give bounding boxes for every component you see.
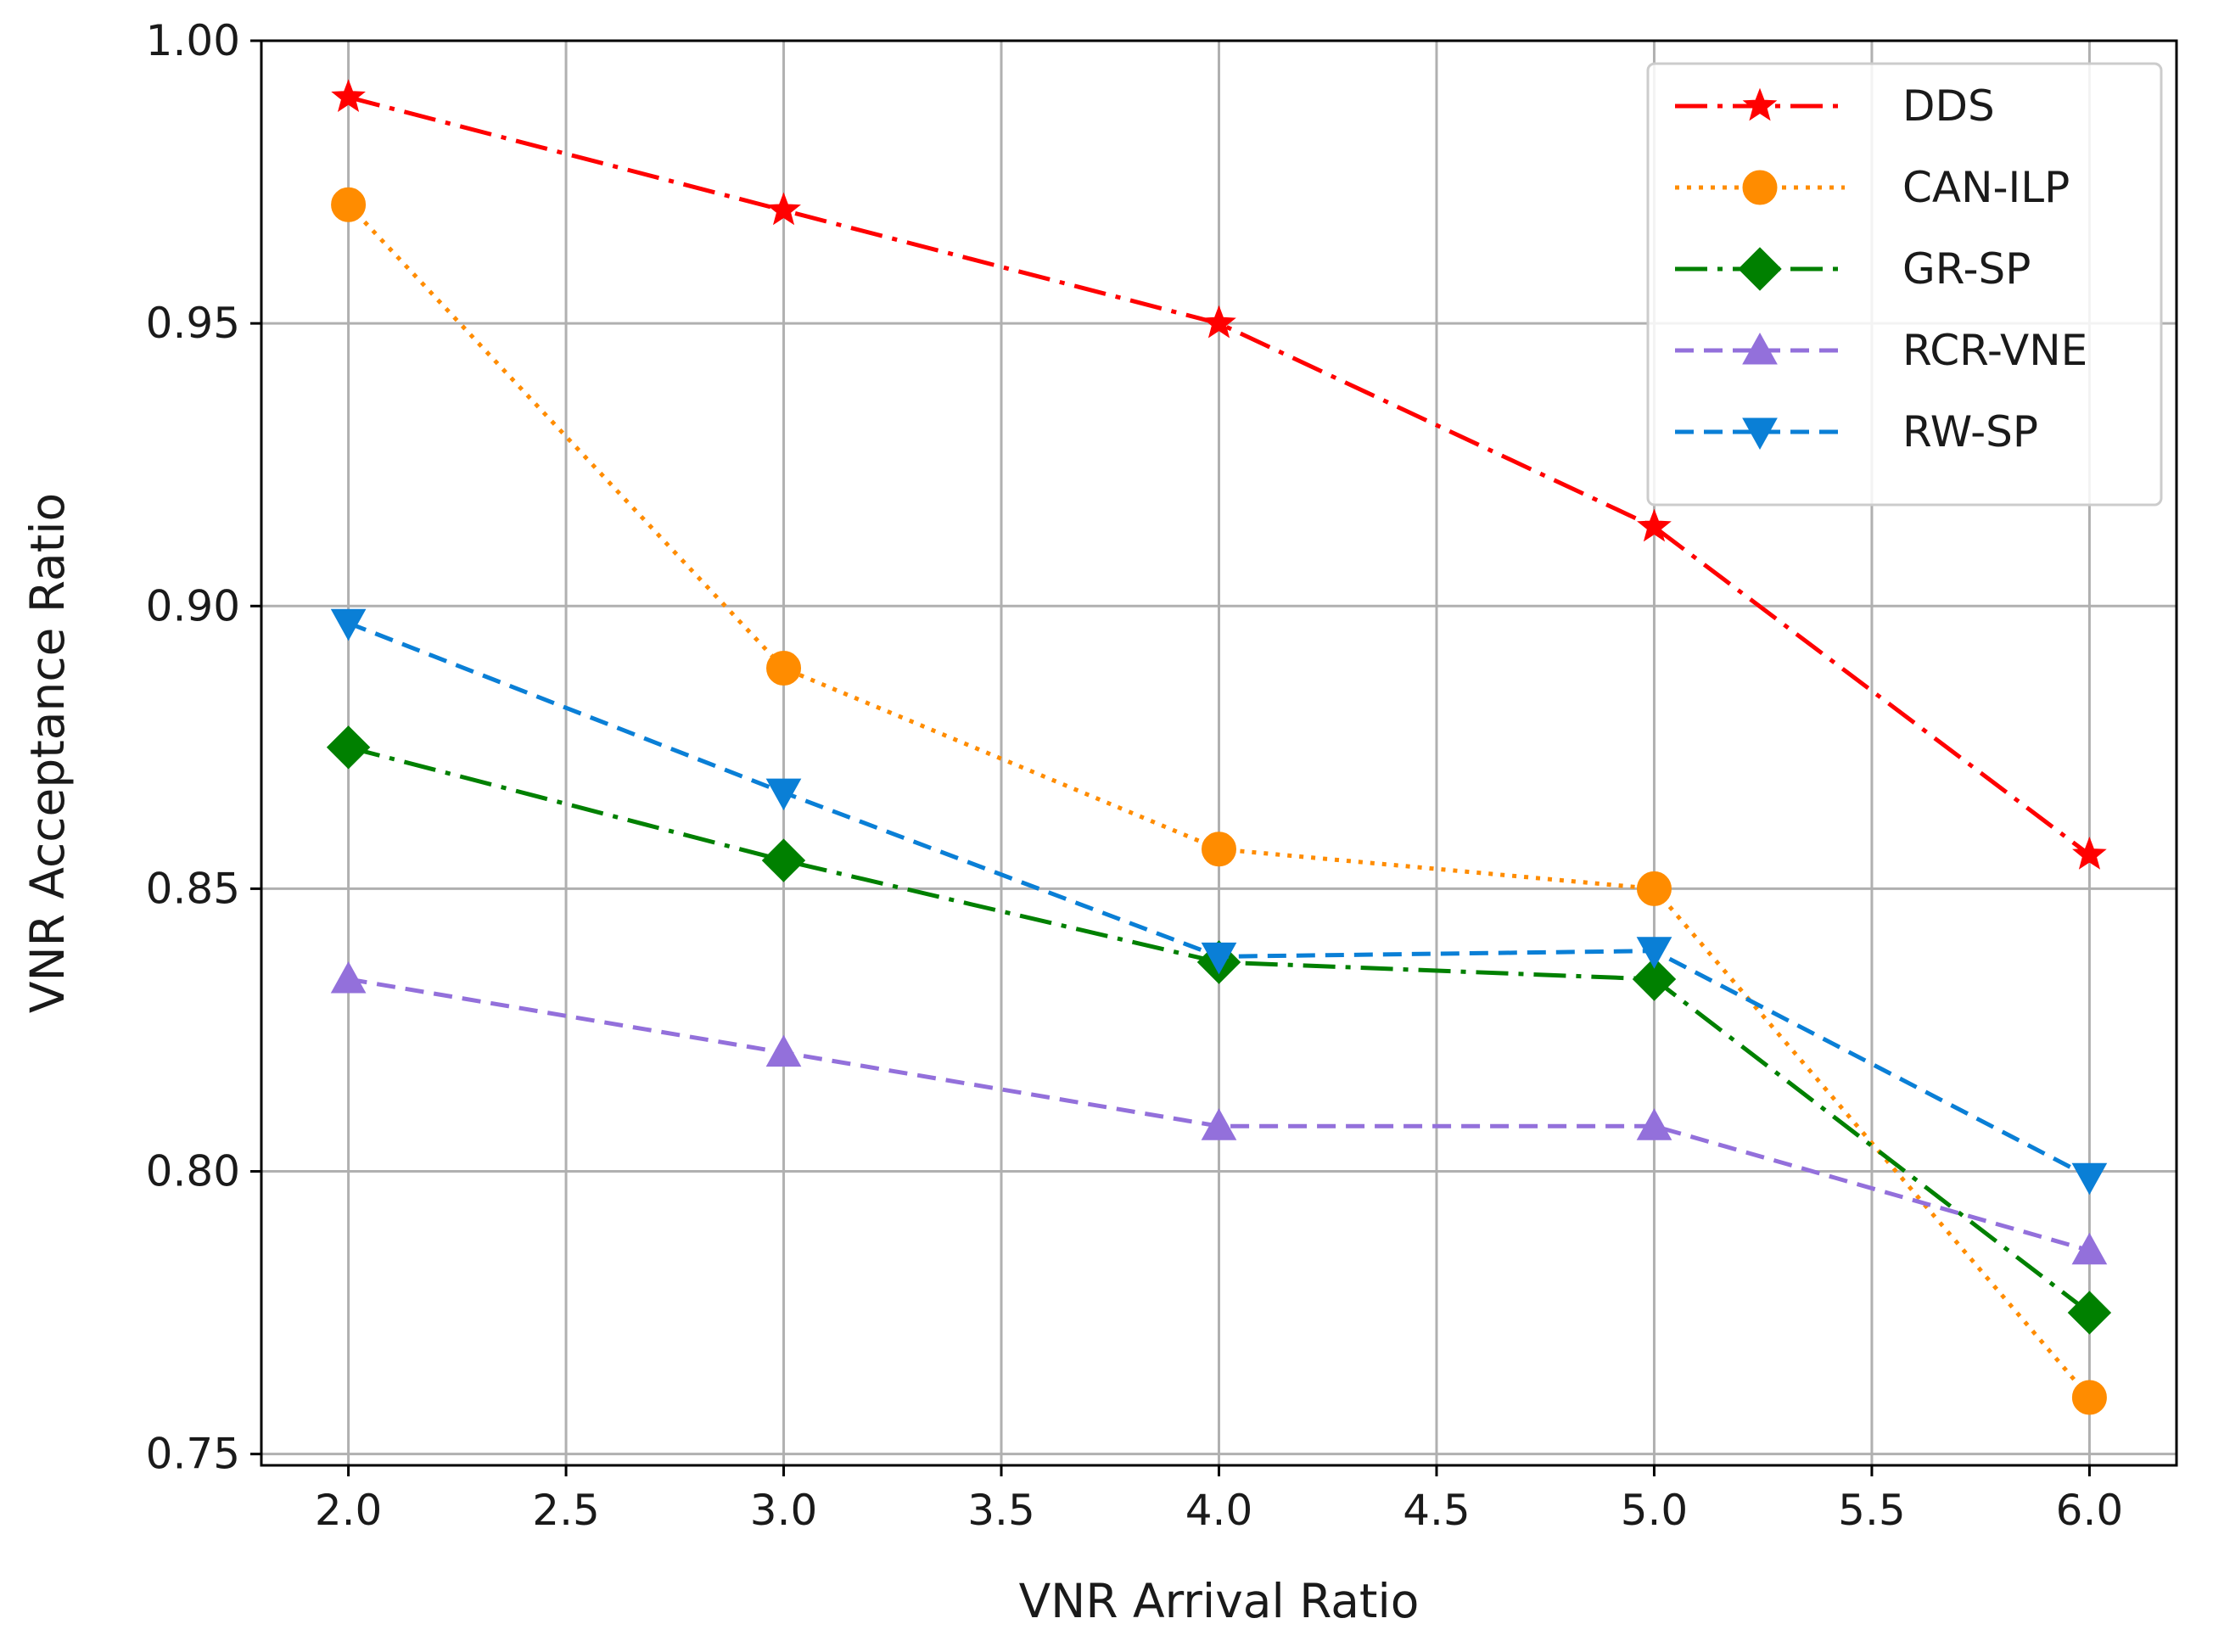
data-point-rcr-vne bbox=[1636, 1108, 1672, 1140]
legend-marker-dds bbox=[1742, 87, 1778, 121]
legend-label-rw-sp: RW-SP bbox=[1902, 407, 2038, 456]
data-point-can-ilp bbox=[331, 187, 367, 222]
x-tick-label: 2.5 bbox=[532, 1486, 600, 1535]
legend-item-can-ilp: CAN-ILP bbox=[1675, 163, 2070, 212]
x-tick-label: 5.5 bbox=[1838, 1486, 1906, 1535]
y-tick-label: 0.75 bbox=[146, 1430, 240, 1479]
data-point-dds bbox=[2072, 836, 2107, 870]
y-tick-label: 0.80 bbox=[146, 1147, 240, 1196]
legend-label-gr-sp: GR-SP bbox=[1902, 244, 2031, 294]
x-tick-label: 3.5 bbox=[967, 1486, 1035, 1535]
data-point-can-ilp bbox=[1202, 832, 1236, 867]
legend-label-rcr-vne: RCR-VNE bbox=[1902, 326, 2087, 375]
x-tick-label: 3.0 bbox=[750, 1486, 818, 1535]
x-tick-label: 2.0 bbox=[315, 1486, 383, 1535]
legend-marker-rw-sp bbox=[1742, 417, 1778, 451]
data-point-dds bbox=[331, 79, 366, 112]
x-tick-label: 4.5 bbox=[1403, 1486, 1471, 1535]
data-point-dds bbox=[1637, 508, 1672, 542]
legend-box bbox=[1646, 62, 2163, 507]
y-tick-label: 0.95 bbox=[146, 299, 240, 348]
data-point-rcr-vne bbox=[330, 960, 367, 994]
x-tick-label: 5.0 bbox=[1621, 1486, 1689, 1535]
x-tick-label: 6.0 bbox=[2056, 1486, 2124, 1535]
series-can-ilp bbox=[331, 187, 2107, 1415]
series-rcr-vne bbox=[330, 960, 2108, 1265]
data-point-rw-sp bbox=[2071, 1162, 2108, 1196]
legend-marker-rcr-vne bbox=[1742, 332, 1778, 365]
data-point-rcr-vne bbox=[765, 1034, 802, 1067]
legend-item-gr-sp: GR-SP bbox=[1675, 244, 2031, 294]
data-point-can-ilp bbox=[1636, 871, 1672, 906]
legend-item-dds: DDS bbox=[1675, 81, 1995, 131]
data-point-gr-sp bbox=[326, 725, 371, 770]
x-axis-title: VNR Arrival Ratio bbox=[1019, 1574, 1420, 1628]
y-tick-label: 0.90 bbox=[146, 581, 240, 630]
series-rw-sp bbox=[330, 608, 2108, 1196]
legend-label-dds: DDS bbox=[1902, 81, 1995, 131]
ticks: 2.0 2.5 3.0 3.5 4.0 4.5 5.0 5.5 6.0 0.75 0.80 0.85 0… bbox=[146, 16, 2124, 1535]
legend-marker-gr-sp bbox=[1738, 247, 1782, 291]
y-tick-label: 1.00 bbox=[146, 16, 240, 65]
data-point-rcr-vne bbox=[2071, 1232, 2108, 1265]
legend: DDS CAN-ILP GR-SP RCR-VNE RW-SP bbox=[1646, 62, 2163, 507]
series-dds bbox=[331, 79, 2107, 870]
data-point-gr-sp bbox=[761, 838, 806, 882]
legend-label-can-ilp: CAN-ILP bbox=[1902, 163, 2070, 212]
data-point-can-ilp bbox=[766, 651, 802, 686]
legend-item-rcr-vne: RCR-VNE bbox=[1675, 326, 2087, 375]
data-point-rw-sp bbox=[1636, 937, 1672, 969]
data-point-rw-sp bbox=[765, 778, 802, 811]
data-point-gr-sp bbox=[2067, 1291, 2112, 1335]
series-group bbox=[326, 79, 2112, 1415]
legend-marker-can-ilp bbox=[1742, 170, 1778, 205]
y-axis-title: VNR Acceptance Ratio bbox=[20, 493, 75, 1013]
data-point-rw-sp bbox=[330, 608, 367, 641]
y-tick-label: 0.85 bbox=[146, 864, 240, 913]
data-point-gr-sp bbox=[1632, 957, 1677, 1001]
data-point-dds bbox=[766, 192, 801, 226]
legend-item-rw-sp: RW-SP bbox=[1675, 407, 2038, 456]
x-tick-label: 4.0 bbox=[1185, 1486, 1253, 1535]
data-point-rw-sp bbox=[1201, 942, 1237, 975]
series-line-dds bbox=[347, 95, 2091, 857]
data-point-dds bbox=[1202, 305, 1236, 339]
data-point-can-ilp bbox=[2071, 1380, 2107, 1415]
data-point-rcr-vne bbox=[1201, 1108, 1237, 1140]
